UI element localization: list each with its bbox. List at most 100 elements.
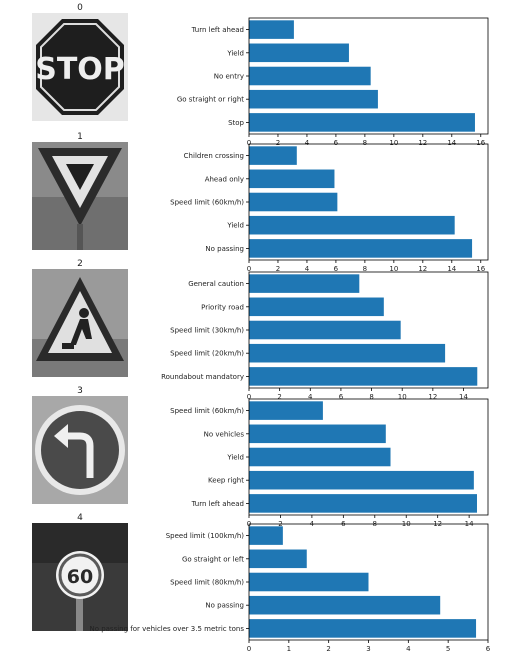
chart-0: Stop Go straight or right No entry Yield Tur… xyxy=(177,17,489,147)
y-tick-label: Yield xyxy=(226,454,244,462)
x-tick-label: 16 xyxy=(476,265,485,273)
chart-3: Turn left ahead Keep right Yield No vehicle… xyxy=(170,398,489,528)
bar xyxy=(249,401,323,420)
x-tick-label: 1 xyxy=(287,645,291,652)
bar xyxy=(249,549,307,569)
bar xyxy=(249,239,473,258)
bar xyxy=(249,274,360,293)
bar xyxy=(249,215,455,235)
chart-1: No passing Yield Speed limit (60km/h) Ahead… xyxy=(170,143,489,273)
plot-frame xyxy=(248,143,489,261)
bar xyxy=(249,367,478,386)
x-tick-label: 12 xyxy=(418,139,427,147)
x-tick-label: 12 xyxy=(418,265,427,273)
y-tick-label: Yield xyxy=(226,49,244,57)
x-tick-label: 4 xyxy=(308,393,313,401)
svg-text:STOP: STOP xyxy=(35,52,125,87)
y-tick-label: Keep right xyxy=(208,477,244,485)
y-tick-label: Go straight or right xyxy=(177,96,244,104)
y-tick-label: No passing xyxy=(205,602,244,610)
turn-left-ahead-sign-image xyxy=(32,396,128,504)
yield-sign-image xyxy=(32,142,128,250)
x-tick-label: 2 xyxy=(276,265,280,273)
y-tick-label: Turn left ahead xyxy=(191,26,244,34)
y-tick-label: Roundabout mandatory xyxy=(161,373,244,381)
y-tick-label: Turn left ahead xyxy=(191,500,244,508)
y-tick-label: Yield xyxy=(226,222,244,230)
y-tick-label: No vehicles xyxy=(204,430,245,438)
image-title-2: 2 xyxy=(77,259,83,269)
plot-frame xyxy=(248,271,489,389)
x-tick-label: 6 xyxy=(334,265,339,273)
bar xyxy=(249,43,349,63)
x-tick-label: 10 xyxy=(389,139,398,147)
y-tick-label: Speed limit (20km/h) xyxy=(170,350,244,358)
bar xyxy=(249,20,294,39)
bar xyxy=(249,494,477,513)
x-tick-label: 3 xyxy=(366,645,370,652)
y-tick-label: Stop xyxy=(228,119,244,127)
x-tick-label: 14 xyxy=(447,139,456,147)
image-title-3: 3 xyxy=(77,386,83,396)
bar xyxy=(249,572,369,592)
x-tick-label: 2 xyxy=(277,393,281,401)
y-tick-label: Speed limit (60km/h) xyxy=(170,407,244,415)
bar xyxy=(249,146,297,165)
bar xyxy=(249,470,474,490)
y-tick-label: Children crossing xyxy=(184,152,244,160)
chart-4: No passing for vehicles over 3.5 metric … xyxy=(89,523,491,652)
bar xyxy=(249,66,371,86)
y-tick-label: Ahead only xyxy=(205,175,244,183)
bar xyxy=(249,424,386,444)
x-tick-label: 0 xyxy=(247,139,251,147)
bar xyxy=(249,169,335,189)
x-tick-label: 6 xyxy=(339,393,344,401)
bar xyxy=(249,192,338,212)
bar xyxy=(249,113,475,132)
x-tick-label: 0 xyxy=(247,645,251,652)
bar xyxy=(249,526,283,545)
x-tick-label: 0 xyxy=(247,265,251,273)
image-title-4: 4 xyxy=(77,513,83,523)
x-tick-label: 10 xyxy=(398,393,407,401)
y-tick-label: No passing for vehicles over 3.5 metric … xyxy=(89,625,244,633)
y-tick-label: Speed limit (60km/h) xyxy=(170,199,244,207)
bar xyxy=(249,343,446,363)
bar xyxy=(249,320,401,340)
bar xyxy=(249,447,391,467)
plot-frame xyxy=(248,17,489,135)
road-work-sign-image xyxy=(32,269,128,377)
speed-limit-60-sign-image: 60 xyxy=(32,523,128,631)
svg-text:60: 60 xyxy=(67,566,93,588)
x-tick-label: 2 xyxy=(326,645,330,652)
image-title-1: 1 xyxy=(77,132,83,142)
bar xyxy=(249,297,384,317)
y-tick-label: Speed limit (100km/h) xyxy=(166,532,245,540)
y-tick-label: Speed limit (80km/h) xyxy=(170,579,244,587)
bar xyxy=(249,619,477,638)
y-tick-label: General caution xyxy=(188,280,244,288)
x-tick-label: 4 xyxy=(406,645,411,652)
y-tick-label: Go straight or left xyxy=(182,555,244,563)
x-tick-label: 8 xyxy=(363,139,367,147)
y-tick-label: Speed limit (30km/h) xyxy=(170,327,244,335)
y-tick-label: No passing xyxy=(205,245,244,253)
x-tick-label: 8 xyxy=(369,393,373,401)
bar xyxy=(249,595,441,615)
x-tick-label: 6 xyxy=(334,139,339,147)
x-tick-label: 4 xyxy=(305,265,310,273)
x-tick-label: 5 xyxy=(446,645,450,652)
x-tick-label: 10 xyxy=(389,265,398,273)
x-tick-label: 2 xyxy=(276,139,280,147)
plot-frame xyxy=(248,398,489,516)
x-tick-label: 6 xyxy=(486,645,491,652)
x-tick-label: 4 xyxy=(305,139,310,147)
x-tick-label: 14 xyxy=(447,265,456,273)
bar xyxy=(249,89,378,109)
y-tick-label: Priority road xyxy=(201,303,244,311)
chart-2: Roundabout mandatory Speed limit (20km/h)… xyxy=(161,271,489,401)
x-tick-label: 8 xyxy=(363,265,367,273)
x-tick-label: 0 xyxy=(247,393,251,401)
stop-sign-image: STOP xyxy=(32,13,128,121)
x-tick-label: 14 xyxy=(459,393,468,401)
